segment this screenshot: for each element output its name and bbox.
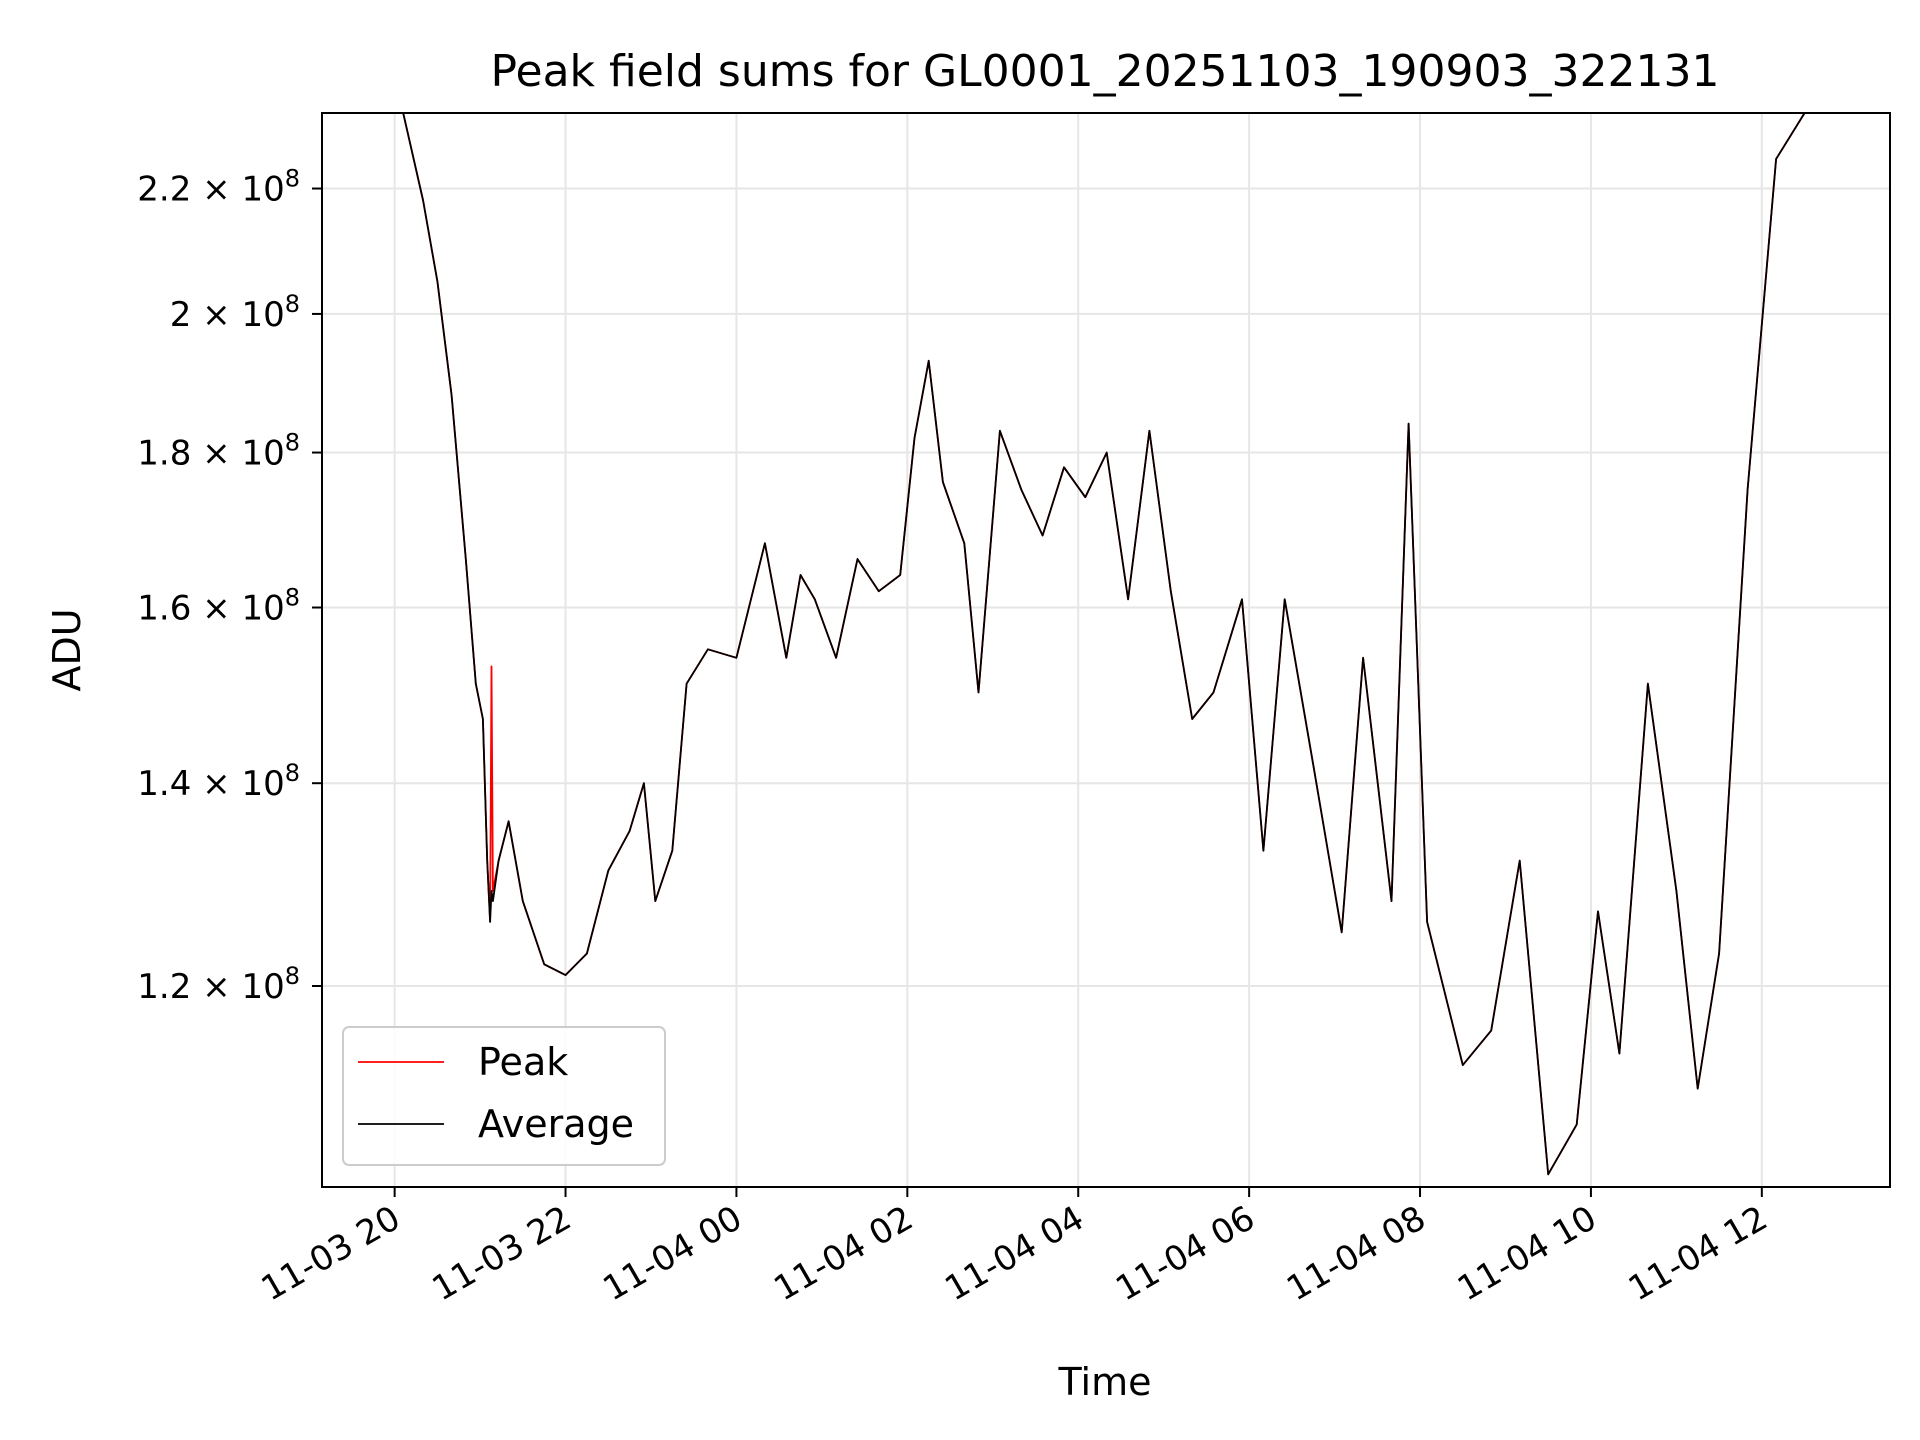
y-tick-label: 1.2 × 108 <box>137 962 300 1007</box>
series-layer <box>380 112 1848 1176</box>
x-tick-label: 11-04 00 <box>597 1198 749 1309</box>
x-tick-label: 11-04 02 <box>767 1198 919 1309</box>
legend-label-peak: Peak <box>478 1040 568 1084</box>
y-tick-label: 2.2 × 108 <box>137 165 300 210</box>
x-tick-label: 11-03 20 <box>255 1198 407 1309</box>
x-axis-label: Time <box>1058 1360 1152 1404</box>
x-tick-label: 11-04 06 <box>1109 1198 1261 1309</box>
chart-title: Peak field sums for GL0001_20251103_1909… <box>491 46 1720 97</box>
grid <box>322 113 1890 1187</box>
y-axis-label: ADU <box>45 608 89 691</box>
x-tick-label: 11-04 10 <box>1451 1198 1603 1309</box>
legend: Peak Average <box>342 1026 666 1166</box>
series-line-peak <box>380 112 1848 1176</box>
plot-frame <box>321 112 1891 1188</box>
x-tick-label: 11-04 04 <box>938 1198 1090 1309</box>
series-line-average <box>380 112 1848 1176</box>
x-tick-label: 11-03 22 <box>426 1198 578 1309</box>
x-tick-label: 11-04 08 <box>1280 1198 1432 1309</box>
y-tick-label: 2 × 108 <box>170 290 300 335</box>
y-tick-label: 1.8 × 108 <box>137 429 300 474</box>
x-tick-label: 11-04 12 <box>1622 1198 1774 1309</box>
y-tick-label: 1.4 × 108 <box>137 759 300 804</box>
y-tick-label: 1.6 × 108 <box>137 584 300 629</box>
legend-label-average: Average <box>478 1102 634 1146</box>
x-axis-ticks: 11-03 20 11-03 22 11-04 00 11-04 02 11-04 04… <box>255 1187 1774 1309</box>
y-axis-ticks: 1.2 × 108 1.4 × 108 1.6 × 108 1.8 × 108 2 × … <box>137 165 322 1007</box>
